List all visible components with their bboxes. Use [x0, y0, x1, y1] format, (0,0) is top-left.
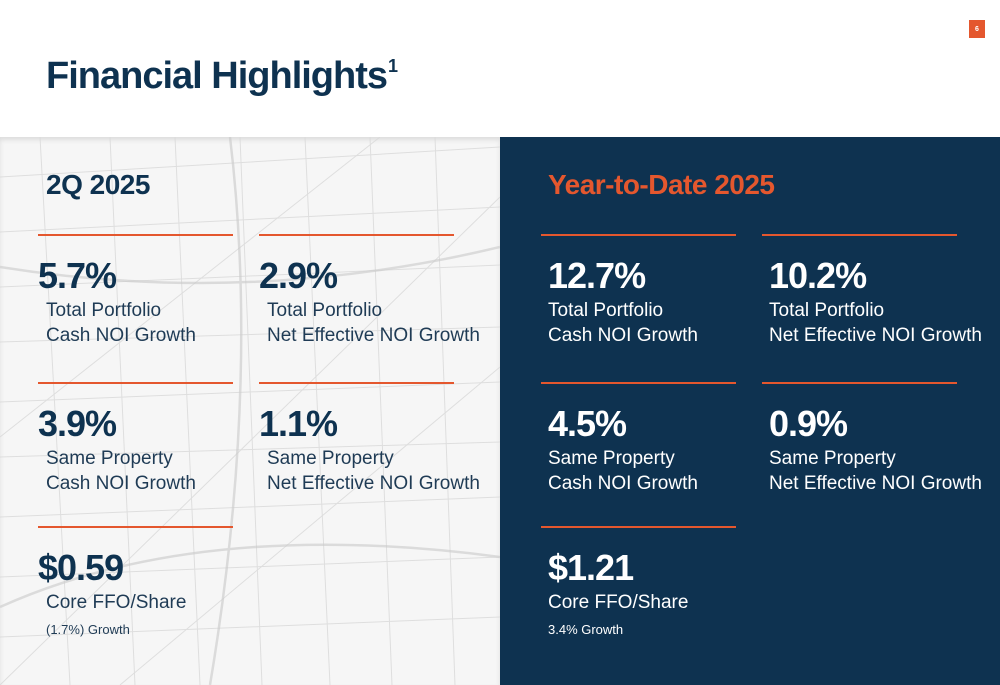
metric-card: 10.2% Total Portfolio Net Effective NOI … [762, 234, 1000, 348]
quarter-heading: 2Q 2025 [46, 169, 150, 200]
metric-card: 3.9% Same Property Cash NOI Growth [38, 382, 278, 496]
divider [762, 234, 957, 236]
metric-label-line: Cash NOI Growth [548, 472, 698, 494]
metric-card: 0.9% Same Property Net Effective NOI Gro… [762, 382, 1000, 496]
metric-label-line: Cash NOI Growth [46, 472, 196, 494]
divider [38, 234, 233, 236]
metric-label-line: Core FFO/Share [548, 591, 689, 613]
metric-value: $0.59 [38, 546, 124, 588]
metric-label-line: Net Effective NOI Growth [769, 324, 982, 346]
divider [259, 234, 454, 236]
metric-label-line: Total Portfolio [548, 299, 664, 321]
metric-value: 1.1% [259, 402, 338, 444]
metric-value: 10.2% [769, 254, 867, 296]
divider [541, 382, 736, 384]
metric-value: 4.5% [548, 402, 627, 444]
divider [259, 382, 454, 384]
metric-value: 0.9% [769, 402, 848, 444]
metric-label-line: Same Property [46, 447, 173, 469]
metric-label-line: Cash NOI Growth [46, 324, 196, 346]
metric-label-line: Net Effective NOI Growth [267, 472, 480, 494]
metric-label: Total Portfolio Cash NOI Growth [541, 298, 781, 348]
metric-label-line: Net Effective NOI Growth [267, 324, 480, 346]
metric-label: Same Property Net Effective NOI Growth [762, 446, 1000, 496]
metric-value: 2.9% [259, 254, 338, 296]
metric-card: $1.21 Core FFO/Share 3.4% Growth [541, 526, 781, 637]
divider [38, 526, 233, 528]
metric-label: Same Property Cash NOI Growth [38, 446, 278, 496]
metric-label: Total Portfolio Net Effective NOI Growth [762, 298, 1000, 348]
metric-label-line: Same Property [769, 447, 896, 469]
page-title-text: Financial Highlights [46, 55, 388, 97]
metric-note: (1.7%) Growth [46, 621, 130, 637]
metric-label-line: Total Portfolio [769, 299, 885, 321]
metric-label-line: Same Property [267, 447, 394, 469]
metric-label: Total Portfolio Net Effective NOI Growth [259, 298, 499, 348]
ytd-heading: Year-to-Date 2025 [548, 169, 775, 200]
metric-card: 1.1% Same Property Net Effective NOI Gro… [259, 382, 499, 496]
page-title: Financial Highlights1 [46, 55, 398, 98]
metric-label-line: Total Portfolio [267, 299, 383, 321]
page-number-badge: 6 [969, 20, 985, 38]
metric-label: Same Property Cash NOI Growth [541, 446, 781, 496]
divider [541, 234, 736, 236]
metric-label: Core FFO/Share [541, 590, 781, 615]
quarter-panel: 2Q 2025 5.7% Total Portfolio Cash NOI Gr… [0, 137, 500, 685]
metric-label-line: Core FFO/Share [46, 591, 187, 613]
metric-label-line: Net Effective NOI Growth [769, 472, 982, 494]
metric-label-line: Cash NOI Growth [548, 324, 698, 346]
metric-card: 4.5% Same Property Cash NOI Growth [541, 382, 781, 496]
metric-value: $1.21 [548, 546, 634, 588]
divider [762, 382, 957, 384]
divider [38, 382, 233, 384]
metric-card: $0.59 Core FFO/Share (1.7%) Growth [38, 526, 278, 637]
metric-label: Core FFO/Share [38, 590, 278, 615]
divider [541, 526, 736, 528]
metric-label-line: Same Property [548, 447, 675, 469]
metric-card: 5.7% Total Portfolio Cash NOI Growth [38, 234, 278, 348]
metric-card: 12.7% Total Portfolio Cash NOI Growth [541, 234, 781, 348]
metric-card: 2.9% Total Portfolio Net Effective NOI G… [259, 234, 499, 348]
title-footnote-marker: 1 [388, 56, 398, 77]
ytd-panel: Year-to-Date 2025 12.7% Total Portfolio … [500, 137, 1000, 685]
metric-label-line: Total Portfolio [46, 299, 162, 321]
metric-label: Total Portfolio Cash NOI Growth [38, 298, 278, 348]
street-map-background [0, 137, 500, 685]
metric-label: Same Property Net Effective NOI Growth [259, 446, 499, 496]
metric-value: 3.9% [38, 402, 117, 444]
metric-value: 12.7% [548, 254, 646, 296]
metric-value: 5.7% [38, 254, 117, 296]
metric-note: 3.4% Growth [548, 621, 624, 637]
